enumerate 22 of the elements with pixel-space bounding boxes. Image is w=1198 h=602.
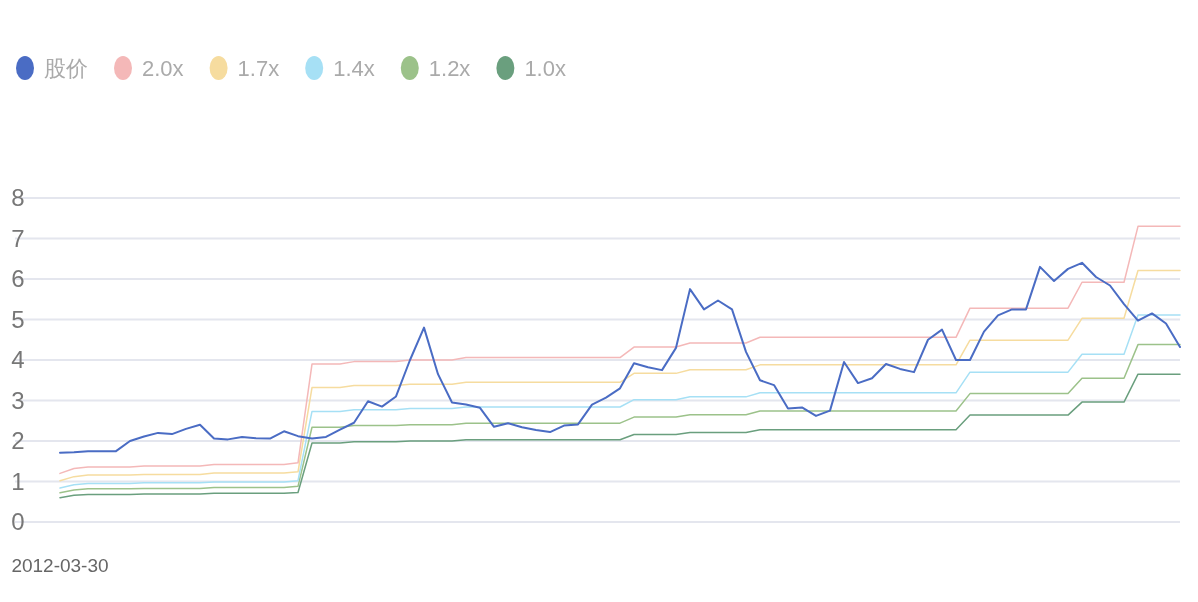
y-tick-label: 4 <box>11 346 25 373</box>
legend-label: 股价 <box>44 56 88 81</box>
legend-item: 股价 <box>16 56 88 81</box>
y-tick-label: 5 <box>11 305 25 333</box>
y-tick-label: 3 <box>11 386 25 414</box>
legend-item: 1.4x <box>305 56 375 81</box>
legend-label: 2.0x <box>142 56 184 81</box>
y-tick-label: 7 <box>11 224 25 252</box>
y-tick-label: 6 <box>11 265 25 292</box>
legend-item: 1.0x <box>496 56 566 81</box>
y-tick-label: 8 <box>11 184 25 211</box>
legend-item: 1.2x <box>400 56 471 81</box>
y-tick-label: 2 <box>11 427 25 454</box>
y-tick-label: 1 <box>11 467 25 495</box>
legend-label: 1.2x <box>428 56 471 81</box>
legend-label: 1.0x <box>524 56 566 81</box>
legend-item: 1.7x <box>209 56 280 81</box>
y-tick-label: 0 <box>11 508 25 535</box>
legend-item: 2.0x <box>114 56 184 81</box>
legend-label: 1.4x <box>333 56 375 81</box>
legend-label: 1.7x <box>237 56 280 81</box>
x-tick-label: 2012-03-30 <box>11 555 109 576</box>
